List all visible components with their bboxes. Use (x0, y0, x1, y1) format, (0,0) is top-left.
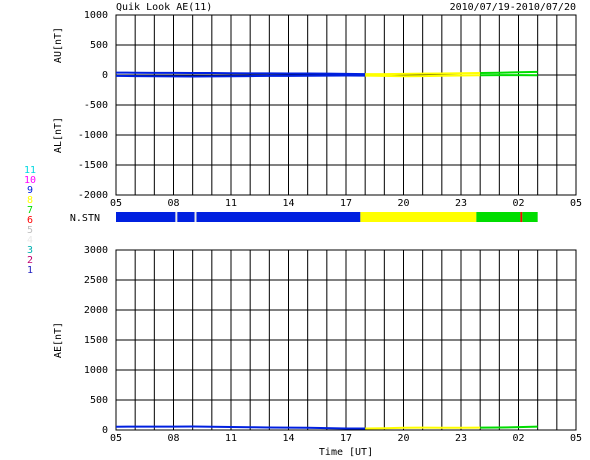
y-tick-label: 2500 (84, 275, 108, 286)
y-axis-label: AE[nT] (53, 322, 64, 358)
date-range: 2010/07/19-2010/07/20 (450, 2, 576, 13)
station-legend: 4 (27, 235, 33, 246)
x-tick-label: 08 (167, 198, 179, 209)
x-tick-label: 05 (570, 433, 582, 444)
y-tick-label: 1000 (84, 10, 108, 21)
x-tick-label: 23 (455, 433, 467, 444)
x-tick-label: 20 (397, 433, 409, 444)
station-legend: 1 (27, 265, 33, 276)
n-stn-segment (194, 212, 197, 222)
x-tick-label: 05 (570, 198, 582, 209)
x-tick-label: 11 (225, 433, 237, 444)
n-stn-segment (522, 212, 538, 222)
station-legend: 8 (27, 195, 33, 206)
station-legend: 2 (27, 255, 33, 266)
n-stn-label: N.STN (70, 213, 100, 224)
y-axis-label: AL[nT] (53, 117, 64, 153)
y-tick-label: -1000 (78, 130, 108, 141)
y-tick-label: -1500 (78, 160, 108, 171)
y-tick-label: 1500 (84, 335, 108, 346)
x-tick-label: 17 (340, 198, 352, 209)
x-tick-label: 17 (340, 433, 352, 444)
n-stn-segment (116, 212, 176, 222)
n-stn-segment (520, 212, 523, 222)
data-line (365, 426, 481, 430)
y-tick-label: 0 (102, 70, 108, 81)
y-tick-label: 1000 (84, 365, 108, 376)
data-line (115, 71, 366, 76)
n-stn-segment (476, 212, 521, 222)
plot-frame (115, 14, 577, 196)
x-tick-label: 05 (110, 198, 122, 209)
station-legend: 11 (24, 165, 36, 176)
station-legend: 9 (27, 185, 33, 196)
y-tick-label: 0 (102, 425, 108, 436)
n-stn-segment (175, 212, 178, 222)
n-stn-segment (196, 212, 361, 222)
data-line (365, 71, 481, 76)
y-tick-label: 500 (90, 395, 108, 406)
chart-title: Quik Look AE(11) (116, 2, 212, 13)
y-tick-label: 3000 (84, 245, 108, 256)
y-tick-label: -500 (84, 100, 108, 111)
y-tick-label: -2000 (78, 190, 108, 201)
n-stn-segment (360, 212, 477, 222)
y-tick-label: 500 (90, 40, 108, 51)
x-tick-label: 02 (512, 433, 524, 444)
x-tick-label: 02 (512, 198, 524, 209)
n-stn-segment (177, 212, 195, 222)
station-legend: 7 (27, 205, 33, 216)
plot-frame (115, 249, 577, 431)
y-axis-label: AU[nT] (53, 27, 64, 63)
x-tick-label: 08 (167, 433, 179, 444)
data-line (115, 74, 366, 78)
x-tick-label: 05 (110, 433, 122, 444)
y-tick-label: 2000 (84, 305, 108, 316)
station-legend: 3 (27, 245, 33, 256)
x-tick-label: 11 (225, 198, 237, 209)
data-line (480, 425, 538, 429)
data-line (480, 70, 538, 74)
station-legend: 10 (24, 175, 36, 186)
station-legend: 6 (27, 215, 33, 226)
station-legend: 5 (27, 225, 33, 236)
data-line (115, 425, 366, 430)
x-tick-label: 20 (397, 198, 409, 209)
x-tick-label: 14 (282, 433, 294, 444)
data-line (365, 74, 481, 78)
x-axis-label: Time [UT] (319, 447, 373, 458)
x-tick-label: 23 (455, 198, 467, 209)
x-tick-label: 14 (282, 198, 294, 209)
